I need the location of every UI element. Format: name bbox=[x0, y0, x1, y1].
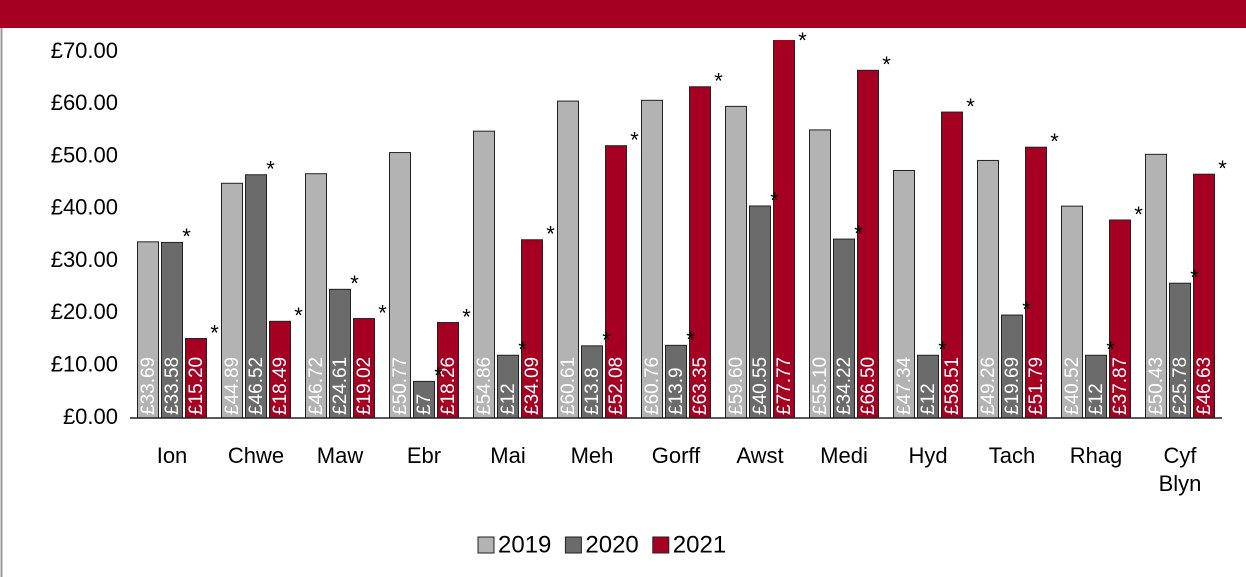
y-tick-label: £20.00 bbox=[51, 299, 118, 324]
annotation: * bbox=[1106, 337, 1115, 362]
data-label: £13.9 bbox=[666, 367, 687, 415]
annotation: * bbox=[602, 328, 611, 353]
annotation: * bbox=[518, 337, 527, 362]
data-label: £19.69 bbox=[1002, 357, 1023, 415]
annotation: * bbox=[938, 337, 947, 362]
data-label: £50.77 bbox=[390, 357, 411, 415]
data-label: £24.61 bbox=[330, 357, 351, 415]
data-label: £77.77 bbox=[774, 357, 795, 415]
annotation: * bbox=[294, 303, 303, 328]
data-label: £34.09 bbox=[522, 357, 543, 415]
data-label: £55.10 bbox=[810, 357, 831, 415]
data-label: £49.26 bbox=[978, 357, 999, 415]
data-label: £60.61 bbox=[558, 357, 579, 415]
y-tick-label: £40.00 bbox=[51, 195, 118, 220]
annotation: * bbox=[966, 94, 975, 119]
data-label: £40.55 bbox=[750, 357, 771, 415]
legend-swatch bbox=[564, 536, 582, 554]
data-label: £40.52 bbox=[1062, 357, 1083, 415]
x-tick-label: Gorff bbox=[651, 443, 701, 468]
annotation: * bbox=[378, 300, 387, 325]
data-label: £18.26 bbox=[438, 357, 459, 415]
data-label: £54.86 bbox=[474, 357, 495, 415]
y-tick-label: £30.00 bbox=[51, 247, 118, 272]
data-label: £12 bbox=[498, 383, 519, 415]
data-label: £37.87 bbox=[1110, 357, 1131, 415]
plot-area: £33.69 £33.58 £15.20 £44.89 £46.52 £18.49 £46.… bbox=[137, 40, 1215, 419]
legend-label: 2019 bbox=[498, 531, 551, 558]
legend-swatch bbox=[652, 536, 670, 554]
x-tick-label: Cyf Blyn bbox=[1158, 443, 1202, 496]
data-label: £50.43 bbox=[1146, 357, 1167, 415]
legend-swatch bbox=[477, 536, 495, 554]
x-tick-label: Medi bbox=[820, 443, 868, 468]
data-label: £46.72 bbox=[306, 357, 327, 415]
annotation: * bbox=[714, 69, 723, 94]
data-label: £19.02 bbox=[354, 357, 375, 415]
annotation: * bbox=[798, 28, 807, 53]
x-tick-label: Awst bbox=[736, 443, 784, 468]
data-label: £12 bbox=[918, 383, 939, 415]
x-tick-label: Maw bbox=[316, 443, 364, 468]
y-tick-label: £0.00 bbox=[63, 404, 118, 429]
x-tick-label: Rhag bbox=[1069, 443, 1123, 468]
annotation: * bbox=[1050, 129, 1059, 154]
annotation: * bbox=[882, 52, 891, 77]
annotation: * bbox=[434, 363, 443, 388]
data-label: £44.89 bbox=[222, 357, 243, 415]
annotation: * bbox=[266, 157, 275, 182]
data-label: £47.34 bbox=[894, 356, 915, 415]
y-tick-label: £10.00 bbox=[51, 352, 118, 377]
y-tick-label: £60.00 bbox=[51, 90, 118, 115]
annotation: * bbox=[686, 327, 695, 352]
annotation: * bbox=[1022, 297, 1031, 322]
legend-label: 2020 bbox=[585, 531, 638, 558]
annotation: * bbox=[1134, 202, 1143, 227]
annotation: * bbox=[182, 224, 191, 249]
data-label: £13.8 bbox=[582, 367, 603, 415]
data-label: £52.08 bbox=[606, 357, 627, 415]
y-tick-label: £50.00 bbox=[51, 142, 118, 167]
y-tick-label: £70.00 bbox=[51, 38, 118, 63]
data-label: £46.63 bbox=[1194, 357, 1215, 415]
annotation: * bbox=[630, 128, 639, 153]
x-tick-label: Meh bbox=[570, 443, 614, 468]
x-tick-label: Ebr bbox=[406, 443, 442, 468]
x-tick-label: Mai bbox=[490, 443, 526, 468]
x-tick-label: Ion bbox=[156, 443, 188, 468]
x-tick-label: Hyd bbox=[908, 443, 948, 468]
annotation: * bbox=[462, 304, 471, 329]
data-label: £59.60 bbox=[726, 357, 747, 415]
x-tick-label: Tach bbox=[988, 443, 1036, 468]
data-label: £7 bbox=[414, 394, 435, 415]
data-label: £60.76 bbox=[642, 357, 663, 415]
annotation: * bbox=[770, 188, 779, 213]
data-label: £33.69 bbox=[138, 357, 159, 415]
header-band bbox=[0, 0, 1246, 28]
annotation: * bbox=[350, 271, 359, 296]
data-label: £15.20 bbox=[186, 357, 207, 415]
data-label: £33.58 bbox=[162, 357, 183, 415]
legend-label: 2021 bbox=[673, 531, 726, 558]
data-label: £58.51 bbox=[942, 357, 963, 415]
x-tick-label: Chwe bbox=[227, 443, 285, 468]
annotation: * bbox=[210, 320, 219, 345]
annotation: * bbox=[1218, 156, 1227, 181]
annotation: * bbox=[546, 222, 555, 247]
data-label: £51.79 bbox=[1026, 357, 1047, 415]
data-label: £18.49 bbox=[270, 357, 291, 415]
data-label: £66.50 bbox=[858, 357, 879, 415]
data-label: £63.35 bbox=[690, 357, 711, 415]
annotation: * bbox=[1190, 265, 1199, 290]
data-label: £34.22 bbox=[834, 357, 855, 415]
data-label: £25.78 bbox=[1170, 357, 1191, 415]
data-label: £46.52 bbox=[246, 357, 267, 415]
annotation: * bbox=[854, 221, 863, 246]
data-label: £12 bbox=[1086, 383, 1107, 415]
